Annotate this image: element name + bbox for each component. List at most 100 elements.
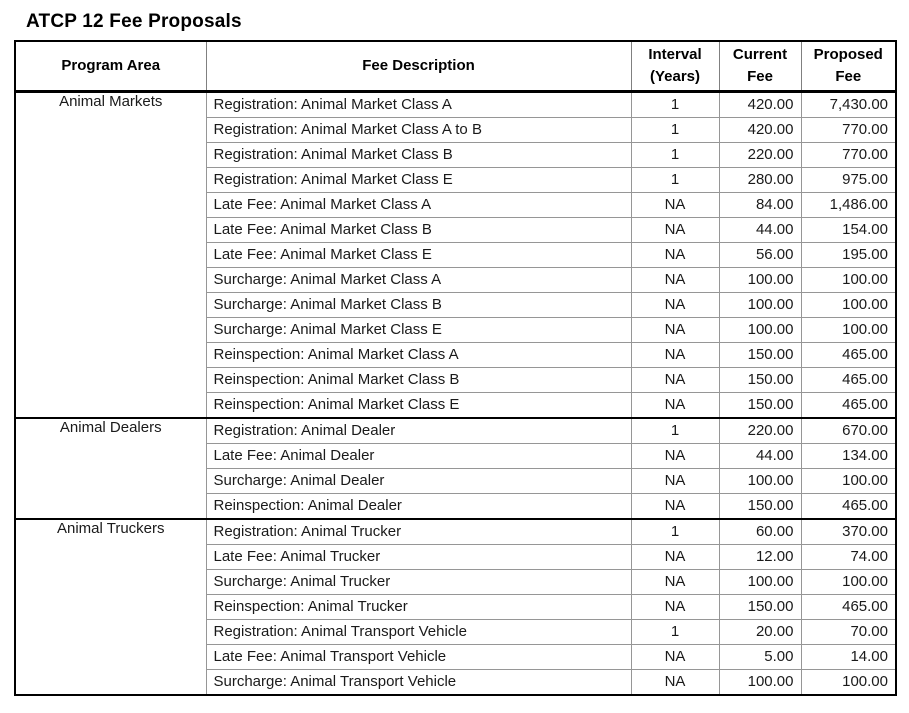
fee-table-body: Animal Markets Registration: Animal Marke… — [14, 90, 897, 696]
col-header-proposed-fee: Proposed Fee — [800, 40, 897, 93]
table-row: Reinspection: Animal Dealer NA 150.00 465.0… — [15, 493, 897, 520]
fee-description-cell: Surcharge: Animal Market Class B — [205, 292, 632, 318]
interval-cell: NA — [630, 644, 720, 670]
interval-cell: NA — [630, 192, 720, 218]
interval-cell: NA — [630, 493, 720, 520]
current-fee-cell: 100.00 — [718, 292, 802, 318]
col-header-current-line1: Current — [732, 46, 788, 64]
fee-description-cell: Reinspection: Animal Market Class B — [205, 367, 632, 393]
current-fee-cell: 60.00 — [718, 518, 802, 545]
table-row: Late Fee: Animal Dealer NA 44.00 134.00 — [15, 443, 897, 469]
interval-cell: NA — [630, 217, 720, 243]
fee-description-cell: Late Fee: Animal Transport Vehicle — [205, 644, 632, 670]
current-fee-cell: 100.00 — [718, 669, 802, 696]
fee-description-cell: Late Fee: Animal Market Class A — [205, 192, 632, 218]
interval-cell: NA — [630, 342, 720, 368]
current-fee-cell: 100.00 — [718, 569, 802, 595]
col-header-interval: Interval (Years) — [630, 40, 720, 93]
table-row: Late Fee: Animal Market Class E NA 56.00 19… — [15, 242, 897, 268]
fee-description-cell: Registration: Animal Market Class A — [205, 90, 632, 118]
proposed-fee-cell: 100.00 — [800, 569, 897, 595]
proposed-fee-cell: 14.00 — [800, 644, 897, 670]
table-row: Surcharge: Animal Transport Vehicle NA 100… — [15, 669, 897, 696]
proposed-fee-cell: 465.00 — [800, 493, 897, 520]
header-row: Program Area Fee Description Interval (Y… — [14, 40, 897, 93]
col-header-interval-line2: (Years) — [649, 68, 701, 85]
current-fee-cell: 56.00 — [718, 242, 802, 268]
table-row: Surcharge: Animal Market Class E NA 100.00… — [15, 317, 897, 343]
table-row: Reinspection: Animal Market Class A NA 150… — [15, 342, 897, 368]
table-row: Late Fee: Animal Market Class A NA 84.00 1,… — [15, 192, 897, 218]
col-header-program-area: Program Area — [14, 40, 207, 93]
table-row: Registration: Animal Transport Vehicle 1 2… — [15, 619, 897, 645]
fee-description-cell: Reinspection: Animal Dealer — [205, 493, 632, 520]
col-header-proposed-line1: Proposed — [813, 46, 883, 64]
current-fee-cell: 150.00 — [718, 493, 802, 520]
interval-cell: NA — [630, 317, 720, 343]
interval-cell: 1 — [630, 90, 720, 118]
proposed-fee-cell: 100.00 — [800, 317, 897, 343]
program-area-cell: Animal Truckers — [14, 518, 207, 696]
table-row: Late Fee: Animal Transport Vehicle NA 5.00… — [15, 644, 897, 670]
current-fee-cell: 44.00 — [718, 443, 802, 469]
fee-description-cell: Surcharge: Animal Trucker — [205, 569, 632, 595]
table-header: Program Area Fee Description Interval (Y… — [14, 40, 897, 93]
col-header-current-line2: Fee — [747, 68, 773, 85]
proposed-fee-cell: 670.00 — [800, 417, 897, 444]
program-area-cell: Animal Markets — [14, 90, 207, 419]
table-row: Reinspection: Animal Market Class B NA 150… — [15, 367, 897, 393]
current-fee-cell: 220.00 — [718, 142, 802, 168]
interval-cell: NA — [630, 669, 720, 696]
current-fee-cell: 5.00 — [718, 644, 802, 670]
fee-description-cell: Late Fee: Animal Dealer — [205, 443, 632, 469]
proposed-fee-cell: 465.00 — [800, 594, 897, 620]
proposed-fee-cell: 975.00 — [800, 167, 897, 193]
interval-cell: 1 — [630, 117, 720, 143]
current-fee-cell: 280.00 — [718, 167, 802, 193]
table-row: Registration: Animal Market Class A to B… — [15, 117, 897, 143]
proposed-fee-cell: 770.00 — [800, 142, 897, 168]
interval-cell: NA — [630, 594, 720, 620]
current-fee-cell: 150.00 — [718, 392, 802, 419]
table-row: Late Fee: Animal Trucker NA 12.00 74.00 — [15, 544, 897, 570]
col-header-interval-line1: Interval — [648, 46, 702, 64]
proposed-fee-cell: 770.00 — [800, 117, 897, 143]
proposed-fee-cell: 195.00 — [800, 242, 897, 268]
interval-cell: 1 — [630, 619, 720, 645]
page-title: ATCP 12 Fee Proposals — [26, 11, 242, 32]
col-header-fee-description: Fee Description — [205, 40, 632, 93]
fee-description-cell: Surcharge: Animal Market Class A — [205, 267, 632, 293]
proposed-fee-cell: 1,486.00 — [800, 192, 897, 218]
fee-description-cell: Reinspection: Animal Trucker — [205, 594, 632, 620]
fee-description-cell: Surcharge: Animal Transport Vehicle — [205, 669, 632, 696]
program-area-cell: Animal Dealers — [14, 417, 207, 520]
table-row: Animal Markets Registration: Animal Marke… — [14, 90, 897, 419]
proposed-fee-cell: 100.00 — [800, 267, 897, 293]
proposed-fee-cell: 74.00 — [800, 544, 897, 570]
proposed-fee-cell: 100.00 — [800, 468, 897, 494]
interval-cell: NA — [630, 367, 720, 393]
current-fee-cell: 84.00 — [718, 192, 802, 218]
proposed-fee-cell: 70.00 — [800, 619, 897, 645]
table-row: Late Fee: Animal Market Class B NA 44.00 15… — [15, 217, 897, 243]
current-fee-cell: 150.00 — [718, 594, 802, 620]
table-row: Animal Dealers Registration: Animal Deale… — [14, 417, 897, 520]
proposed-fee-cell: 134.00 — [800, 443, 897, 469]
table-row: Animal Truckers Registration: Animal Truc… — [14, 518, 897, 696]
proposed-fee-cell: 465.00 — [800, 342, 897, 368]
interval-cell: 1 — [630, 167, 720, 193]
interval-cell: NA — [630, 392, 720, 419]
proposed-fee-cell: 465.00 — [800, 367, 897, 393]
fee-description-cell: Registration: Animal Market Class E — [205, 167, 632, 193]
current-fee-cell: 100.00 — [718, 267, 802, 293]
current-fee-cell: 12.00 — [718, 544, 802, 570]
table-row: Registration: Animal Market Class B 1 220.… — [15, 142, 897, 168]
proposed-fee-cell: 7,430.00 — [800, 90, 897, 118]
proposed-fee-cell: 370.00 — [800, 518, 897, 545]
proposed-fee-cell: 100.00 — [800, 292, 897, 318]
fee-description-cell: Reinspection: Animal Market Class E — [205, 392, 632, 419]
fee-description-cell: Late Fee: Animal Market Class E — [205, 242, 632, 268]
current-fee-cell: 100.00 — [718, 317, 802, 343]
interval-cell: NA — [630, 443, 720, 469]
fee-description-cell: Reinspection: Animal Market Class A — [205, 342, 632, 368]
